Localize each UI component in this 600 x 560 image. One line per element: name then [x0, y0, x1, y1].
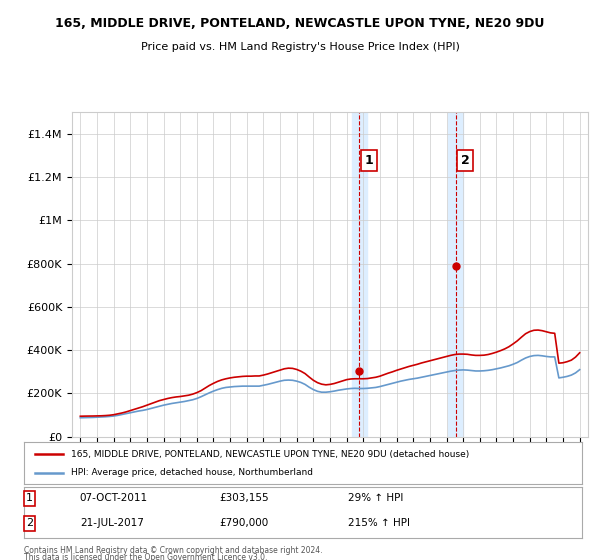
Text: 2: 2 [26, 519, 33, 529]
Bar [448, 112, 463, 437]
Text: £303,155: £303,155 [220, 493, 269, 503]
Text: 21-JUL-2017: 21-JUL-2017 [80, 519, 143, 529]
Text: Price paid vs. HM Land Registry's House Price Index (HPI): Price paid vs. HM Land Registry's House … [140, 42, 460, 52]
Text: 165, MIDDLE DRIVE, PONTELAND, NEWCASTLE UPON TYNE, NE20 9DU: 165, MIDDLE DRIVE, PONTELAND, NEWCASTLE … [55, 17, 545, 30]
Text: 215% ↑ HPI: 215% ↑ HPI [347, 519, 410, 529]
Bar [352, 112, 367, 437]
Text: HPI: Average price, detached house, Northumberland: HPI: Average price, detached house, Nort… [71, 468, 313, 477]
Text: 1: 1 [26, 493, 33, 503]
Text: 1: 1 [364, 154, 373, 167]
Point [451, 262, 460, 270]
Text: 165, MIDDLE DRIVE, PONTELAND, NEWCASTLE UPON TYNE, NE20 9DU (detached house): 165, MIDDLE DRIVE, PONTELAND, NEWCASTLE … [71, 450, 470, 459]
Text: £790,000: £790,000 [220, 519, 269, 529]
Text: 07-OCT-2011: 07-OCT-2011 [80, 493, 148, 503]
Text: This data is licensed under the Open Government Licence v3.0.: This data is licensed under the Open Gov… [24, 553, 268, 560]
Point [355, 367, 364, 376]
Text: 29% ↑ HPI: 29% ↑ HPI [347, 493, 403, 503]
Text: Contains HM Land Registry data © Crown copyright and database right 2024.: Contains HM Land Registry data © Crown c… [24, 546, 323, 555]
Text: 2: 2 [461, 154, 469, 167]
